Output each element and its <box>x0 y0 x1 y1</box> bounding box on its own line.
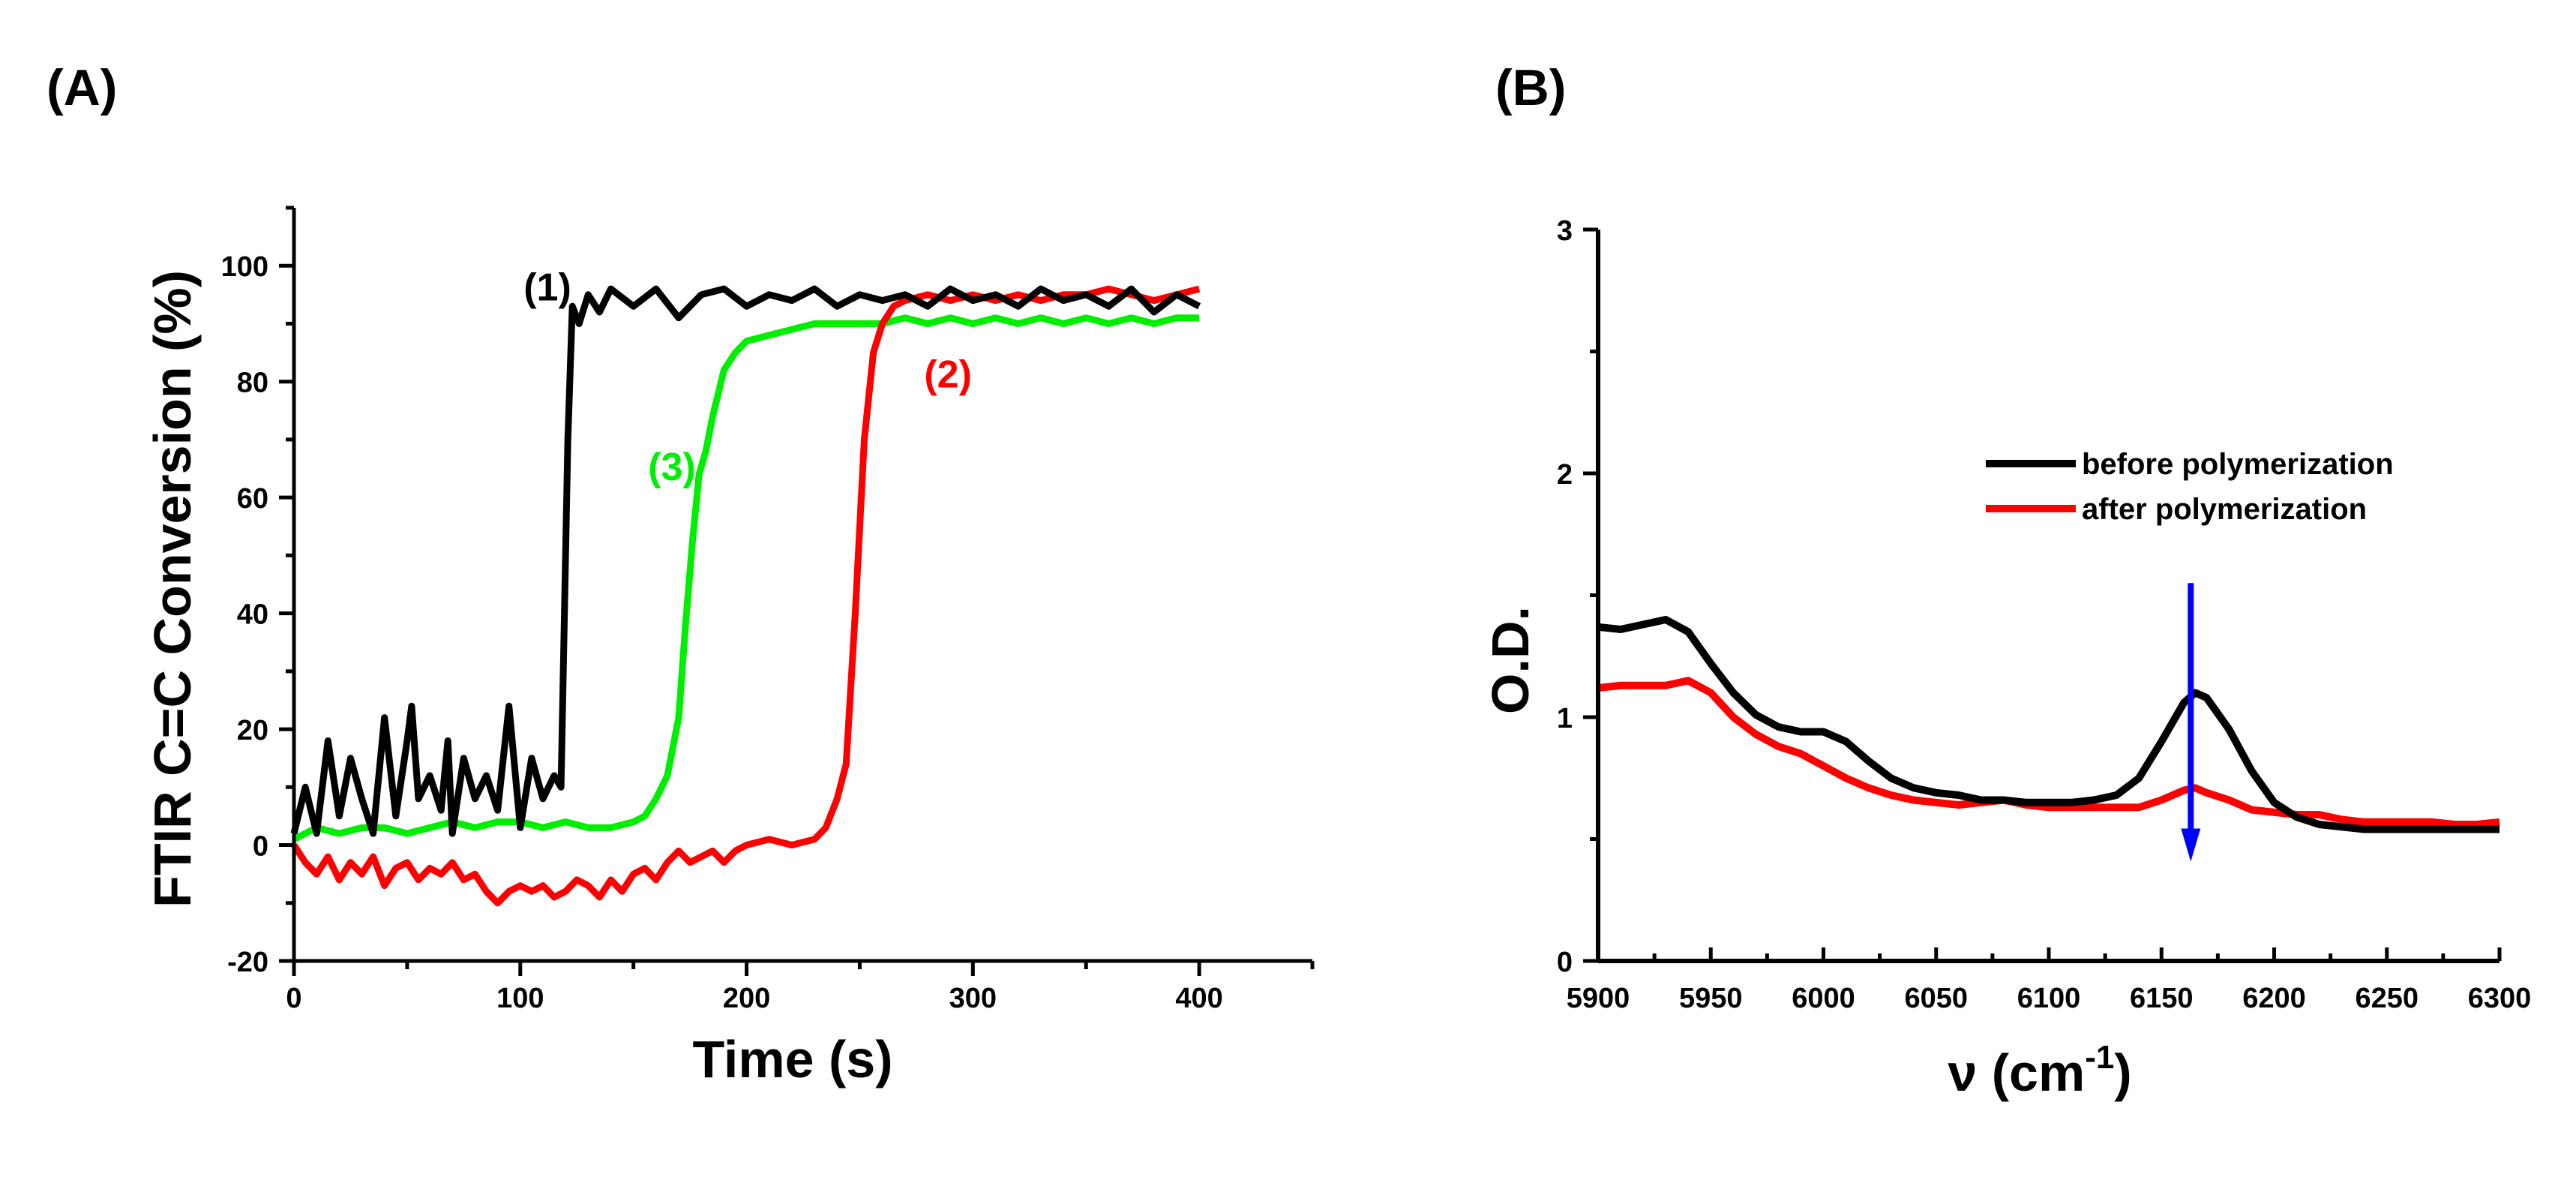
panel-a-y-tick-label: 60 <box>237 483 268 515</box>
panel-a-curve-labels: (1) (2) (3) <box>523 266 972 489</box>
panel-b-x-tick-label: 5900 <box>1567 983 1630 1014</box>
panel-a-label: (A) <box>46 59 117 116</box>
panel-a: (A) 0 100 200 300 400 -20 0 20 40 60 80 100 Time (s… <box>46 59 1315 1088</box>
panel-a-x-tick-label: 0 <box>286 983 301 1014</box>
panel-b: (B) 5900 5950 6000 6050 6100 6150 6200 6250 6300… <box>1481 59 2531 1102</box>
panel-b-x-tick-label: 6250 <box>2355 983 2419 1014</box>
panel-b-x-tick-label: 6200 <box>2242 983 2306 1014</box>
panel-b-x-tick-label: 6150 <box>2130 983 2194 1014</box>
panel-a-series-line-3 <box>292 314 1200 842</box>
panel-b-y-tick-label: 2 <box>1557 459 1573 491</box>
panel-a-y-tick-label: 100 <box>221 251 268 283</box>
panel-b-legend: before polymerization after polymerizatio… <box>1986 448 2394 526</box>
panel-b-y-tick-label: 3 <box>1557 215 1573 247</box>
panel-a-axes: 0 100 200 300 400 -20 0 20 40 60 80 100 <box>221 206 1315 1014</box>
panel-b-x-tick-label: 6300 <box>2468 983 2532 1014</box>
panel-b-legend-label-2: after polymerization <box>2082 493 2367 526</box>
panel-b-label: (B) <box>1495 59 1566 116</box>
panel-b-annotation <box>2181 583 2201 862</box>
panel-a-y-axis-title: FTIR C=C Conversion (%) <box>143 270 202 908</box>
panel-a-x-tick-label: 100 <box>496 983 544 1014</box>
panel-a-x-axis-title: Time (s) <box>692 1030 892 1088</box>
panel-a-y-tick-label: -20 <box>227 947 268 978</box>
panel-b-series-line-2 <box>1597 677 2500 828</box>
panel-a-y-tick-label: 20 <box>237 715 268 746</box>
panel-b-legend-label-1: before polymerization <box>2082 448 2394 481</box>
panel-b-axes: 5900 5950 6000 6050 6100 6150 6200 6250 6300 0 1 2 3 <box>1557 215 2531 1014</box>
panel-a-curve-label-3: (3) <box>648 446 696 489</box>
panel-a-series-line-2 <box>291 285 1201 907</box>
panel-b-x-axis-title: ν (cm-1) <box>1948 1039 2131 1102</box>
panel-b-x-tick-label: 5950 <box>1679 983 1743 1014</box>
panel-b-x-tick-label: 6000 <box>1792 983 1855 1014</box>
panel-b-x-axis-title-main: ν (cm <box>1948 1043 2085 1102</box>
panel-b-y-tick-label: 0 <box>1557 947 1573 978</box>
panel-b-x-tick-label: 6050 <box>1904 983 1968 1014</box>
panel-b-x-tick-label: 6100 <box>2017 983 2081 1014</box>
panel-a-curve-label-1: (1) <box>523 266 571 310</box>
panel-b-x-axis-title-superscript: -1 <box>2085 1039 2114 1076</box>
panel-a-series <box>290 285 1201 907</box>
panel-b-arrow-head <box>2181 828 2201 862</box>
panel-a-x-tick-label: 300 <box>949 983 997 1014</box>
panel-a-y-tick-label: 40 <box>237 599 268 631</box>
panel-a-y-tick-label: 80 <box>237 368 268 399</box>
panel-a-x-tick-label: 400 <box>1175 983 1222 1014</box>
panel-a-curve-label-2: (2) <box>924 353 972 396</box>
panel-b-series <box>1597 616 2500 833</box>
panel-a-series-line-1 <box>290 285 1201 837</box>
panel-b-series-line-1 <box>1597 616 2500 833</box>
panel-a-y-tick-label: 0 <box>253 831 268 863</box>
panel-b-y-tick-label: 1 <box>1557 703 1573 734</box>
panel-a-x-tick-label: 200 <box>723 983 770 1014</box>
panel-b-x-axis-title-suffix: ) <box>2114 1043 2131 1102</box>
panel-b-y-axis-title: O.D. <box>1481 606 1540 714</box>
